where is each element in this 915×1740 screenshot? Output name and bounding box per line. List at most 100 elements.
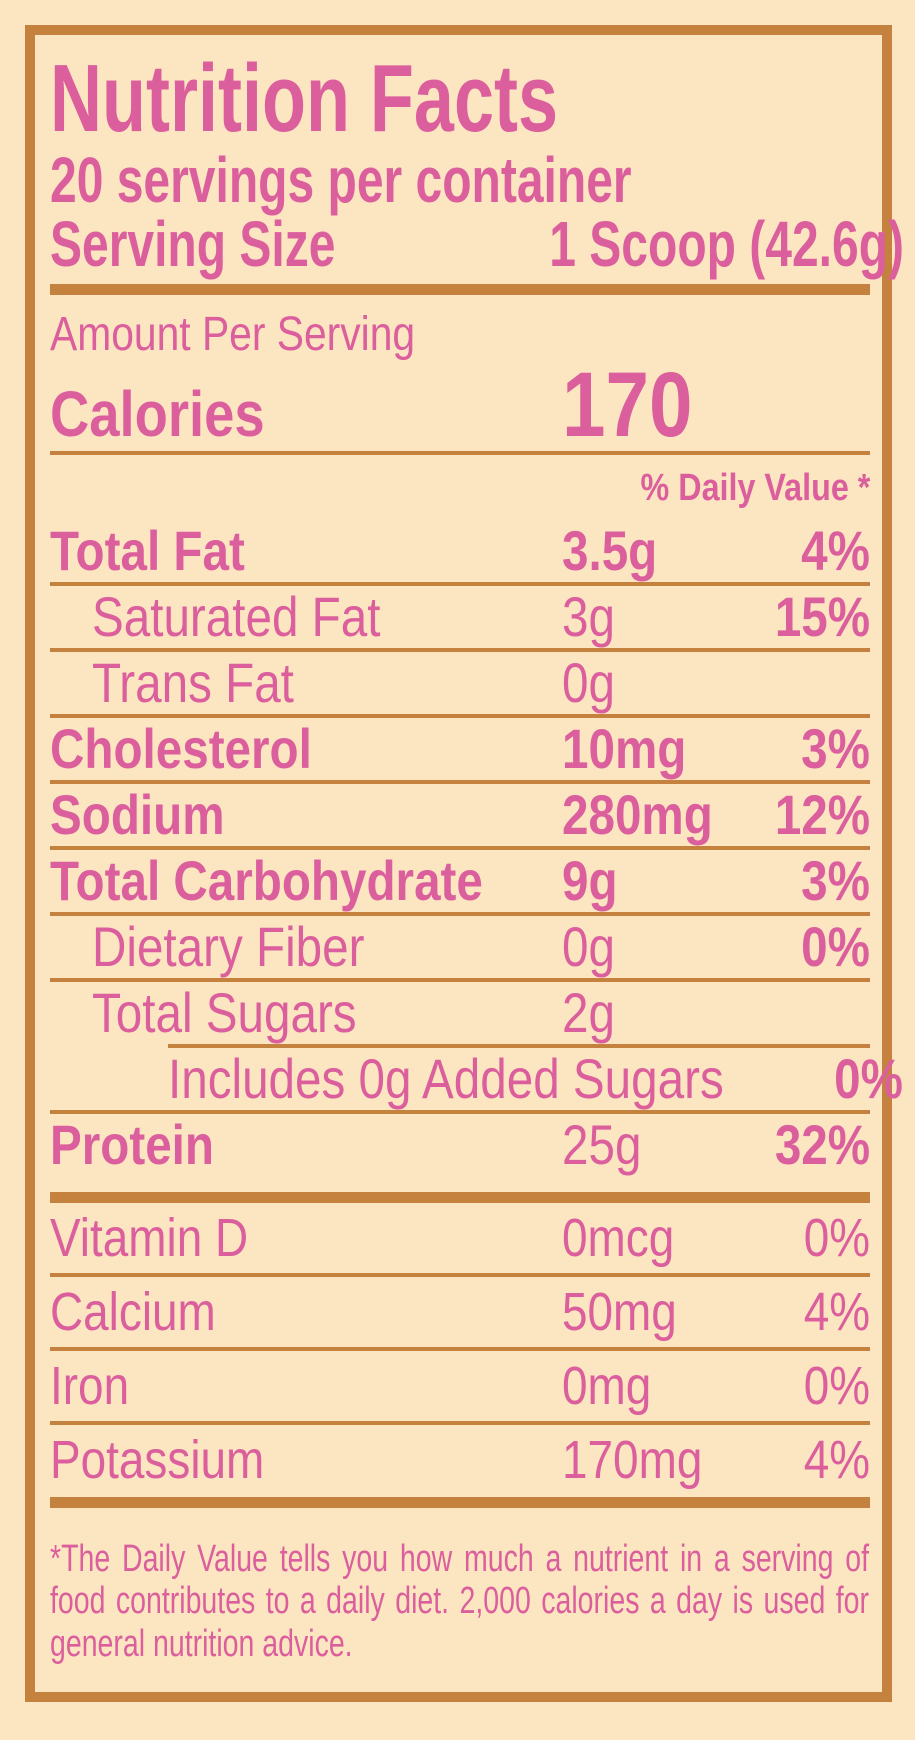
nutrient-name: Sodium <box>50 783 225 847</box>
nutrient-row: Includes 0g Added Sugars 0% <box>50 1046 903 1114</box>
serving-size-label: Serving Size <box>50 207 336 280</box>
nutrient-dv: 12% <box>774 783 870 847</box>
nutrient-amount-cell: 3g <box>562 584 758 649</box>
vitamin-row: Vitamin D 0mcg 0% <box>50 1203 870 1277</box>
nutrient-name: Total Fat <box>50 519 245 583</box>
nutrient-amount: 280mg <box>562 783 713 847</box>
nutrient-row: Protein 25g 32% <box>50 1112 870 1177</box>
nutrient-amount-cell: 50mg <box>562 1281 792 1343</box>
thick-separator-top <box>50 283 870 295</box>
nutrient-dv-cell: 3% <box>789 716 870 781</box>
nutrient-name-cell: Iron <box>50 1355 562 1417</box>
thick-separator-bottom <box>50 1496 870 1508</box>
nutrient-dv: 0% <box>803 1207 870 1268</box>
nutrient-dv: 0% <box>801 915 870 979</box>
nutrient-amount: 10mg <box>562 717 687 781</box>
nutrient-amount: 25g <box>562 1113 642 1177</box>
nutrient-row: Trans Fat 0g <box>50 651 870 718</box>
nutrient-dv-cell: 0% <box>792 1355 870 1417</box>
nutrient-row: Saturated Fat 3g 15% <box>50 584 870 652</box>
nutrient-name: Dietary Fiber <box>92 915 365 979</box>
nutrient-name-cell: Includes 0g Added Sugars <box>50 1046 822 1111</box>
nutrient-name-cell: Saturated Fat <box>50 584 562 649</box>
nutrition-facts-panel: Nutrition Facts 20 servings per containe… <box>25 25 904 1702</box>
nutrient-dv: 4% <box>803 1429 870 1490</box>
nutrient-row: Cholesterol 10mg 3% <box>50 716 870 784</box>
nutrient-name-cell: Calcium <box>50 1281 562 1343</box>
indented-divider <box>168 1043 870 1048</box>
nutrient-amount-cell: 2g <box>562 980 870 1045</box>
nutrient-dv-cell: 0% <box>789 914 870 979</box>
nutrient-dv: 0% <box>833 1047 903 1111</box>
calories-label-cell: Calories <box>50 377 265 450</box>
daily-value-footnote: *The Daily Value tells you how much a nu… <box>50 1537 869 1665</box>
nutrient-dv-cell: 4% <box>792 1281 870 1343</box>
vitamin-rows: Vitamin D 0mcg 0% Calcium 50mg 4% Iron 0mg 0% Pot… <box>50 1203 870 1495</box>
nutrient-amount: 0mcg <box>562 1207 675 1268</box>
nutrient-amount-cell: 9g <box>562 848 789 913</box>
nutrient-amount-cell: 170mg <box>562 1429 792 1491</box>
nutrient-amount-cell: 0g <box>562 914 789 979</box>
nutrient-amount-cell: 10mg <box>562 716 789 781</box>
nutrient-amount: 0g <box>562 915 615 979</box>
nutrient-name-cell: Protein <box>50 1112 562 1177</box>
nutrient-row: Dietary Fiber 0g 0% <box>50 914 870 982</box>
nutrient-name: Vitamin D <box>50 1207 249 1268</box>
nutrient-dv: 0% <box>803 1355 870 1416</box>
nutrient-dv: 3% <box>801 717 870 781</box>
calories-row: Calories 170 <box>50 359 870 455</box>
nutrient-row: Total Fat 3.5g 4% <box>50 518 870 586</box>
nutrient-amount: 170mg <box>562 1429 703 1490</box>
daily-value-header: % Daily Value * <box>640 466 870 509</box>
nutrient-dv-cell: 0% <box>792 1207 870 1269</box>
nutrient-row: Sodium 280mg 12% <box>50 782 870 850</box>
nutrient-name: Includes 0g Added Sugars <box>168 1047 724 1111</box>
nutrient-name-cell: Cholesterol <box>50 716 562 781</box>
nutrient-dv: 4% <box>801 519 870 583</box>
nutrient-dv: 15% <box>774 585 870 649</box>
calories-value: 170 <box>562 353 693 456</box>
nutrient-amount-cell: 0mg <box>562 1355 792 1417</box>
nutrient-name-cell: Total Sugars <box>50 980 562 1045</box>
nutrient-dv: 32% <box>774 1113 870 1177</box>
servings-per-container: 20 servings per container <box>50 143 632 216</box>
nutrient-name: Saturated Fat <box>92 585 381 649</box>
vitamin-row: Potassium 170mg 4% <box>50 1425 870 1495</box>
nutrient-amount-cell: 0mcg <box>562 1207 792 1269</box>
serving-size-value: 1 Scoop (42.6g) <box>548 207 904 280</box>
serving-size-row: Serving Size 1 Scoop (42.6g) <box>50 207 904 280</box>
nutrient-dv-cell: 4% <box>792 1429 870 1491</box>
nutrient-name-cell: Potassium <box>50 1429 562 1491</box>
nutrient-amount-cell: 280mg <box>562 782 758 847</box>
nutrient-amount: 2g <box>562 981 615 1045</box>
nutrient-amount: 50mg <box>562 1281 677 1342</box>
nutrient-name-cell: Dietary Fiber <box>50 914 562 979</box>
nutrient-amount: 0g <box>562 651 615 715</box>
panel-title: Nutrition Facts <box>50 50 870 148</box>
nutrient-name-cell: Sodium <box>50 782 562 847</box>
nutrient-rows: Total Fat 3.5g 4% Saturated Fat 3g 15% Trans F… <box>50 518 903 1177</box>
nutrient-amount: 3g <box>562 585 615 649</box>
nutrient-amount: 9g <box>562 849 618 913</box>
nutrient-row: Total Carbohydrate 9g 3% <box>50 848 870 916</box>
nutrient-dv: 4% <box>803 1281 870 1342</box>
nutrient-name: Potassium <box>50 1429 265 1490</box>
nutrient-name: Total Carbohydrate <box>50 849 483 913</box>
nutrient-dv-cell: 0% <box>822 1046 903 1111</box>
nutrient-dv: 3% <box>801 849 870 913</box>
nutrient-dv-cell: 4% <box>789 518 870 583</box>
nutrient-amount: 0mg <box>562 1355 652 1416</box>
thick-separator-middle <box>50 1191 870 1203</box>
nutrient-dv-cell: 32% <box>758 1112 870 1177</box>
vitamin-row: Iron 0mg 0% <box>50 1351 870 1425</box>
nutrient-amount-cell: 3.5g <box>562 518 789 583</box>
vitamin-row: Calcium 50mg 4% <box>50 1277 870 1351</box>
nutrient-dv-cell: 3% <box>789 848 870 913</box>
nutrient-name-cell: Vitamin D <box>50 1207 562 1269</box>
nutrient-name: Cholesterol <box>50 717 312 781</box>
nutrient-amount: 3.5g <box>562 519 658 583</box>
nutrient-dv-cell: 12% <box>758 782 870 847</box>
nutrient-name-cell: Total Fat <box>50 518 562 583</box>
panel-title-text: Nutrition Facts <box>50 45 559 152</box>
